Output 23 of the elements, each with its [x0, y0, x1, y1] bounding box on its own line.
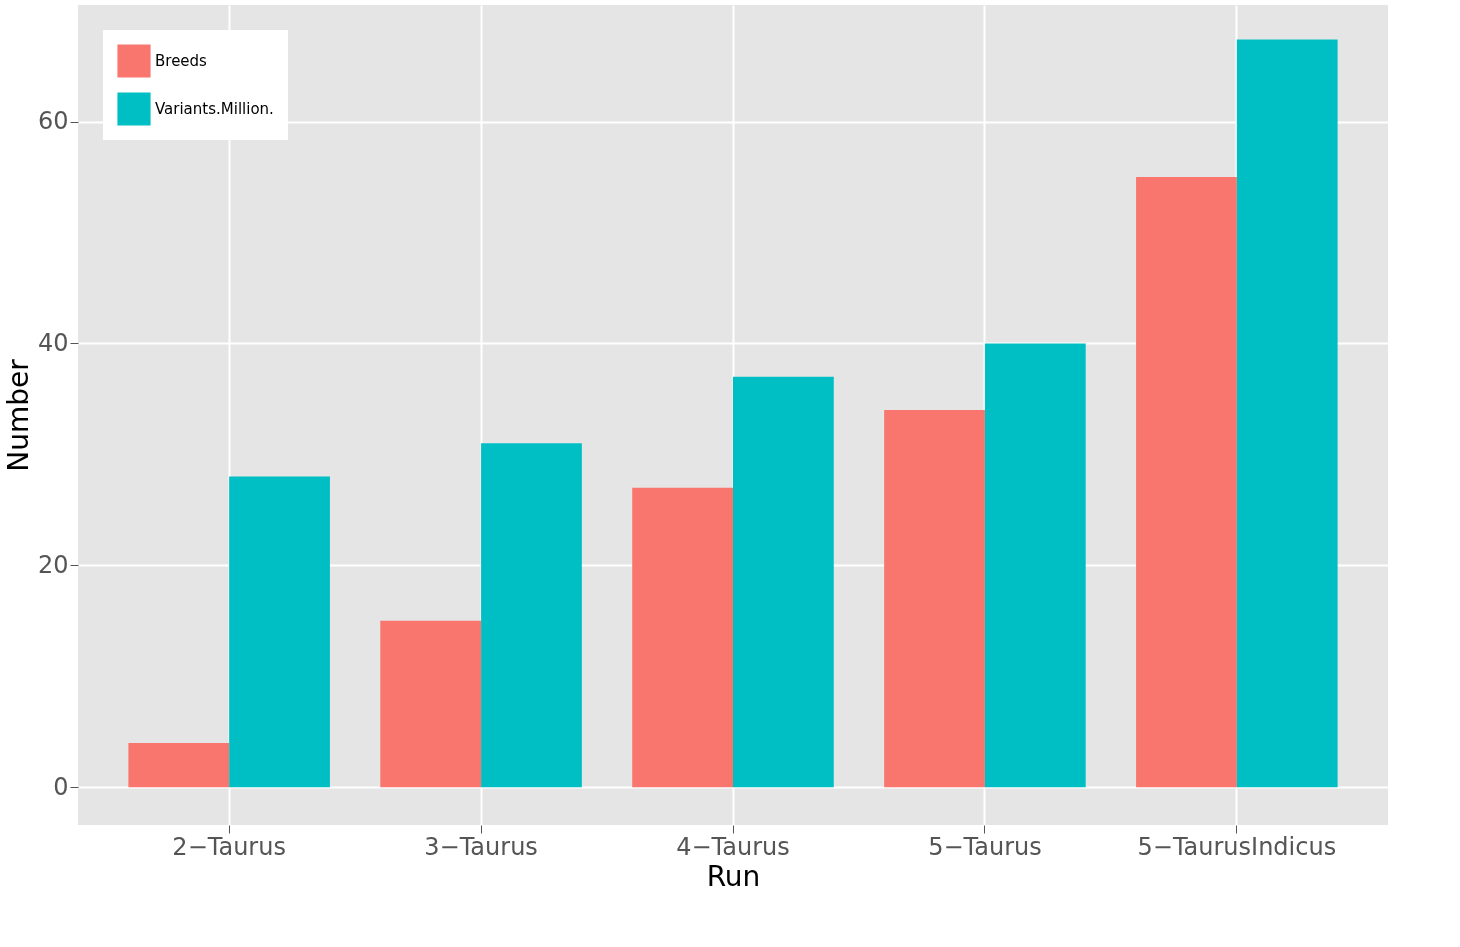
y-tick-label: 0: [53, 772, 69, 801]
y-tick-label: 20: [37, 550, 69, 579]
bar: [632, 487, 733, 788]
bar: [1136, 176, 1237, 788]
x-tick-label: 4−Taurus: [676, 832, 790, 861]
x-axis-title: Run: [706, 859, 761, 893]
bar: [229, 476, 330, 788]
bar: [380, 620, 482, 788]
x-tick-label: 5−TaurusIndicus: [1137, 832, 1337, 861]
bar: [733, 376, 834, 788]
bar: [481, 443, 582, 788]
bar: [884, 410, 985, 788]
legend-label: Variants.Million.: [155, 100, 274, 118]
y-tick-label: 60: [37, 107, 69, 136]
y-axis-title: Number: [1, 358, 35, 472]
bar: [984, 343, 1086, 788]
x-tick-label: 5−Taurus: [928, 832, 1042, 861]
bar: [128, 742, 230, 788]
x-tick-label: 3−Taurus: [424, 832, 538, 861]
x-tick-label: 2−Taurus: [172, 832, 286, 861]
bar: [1236, 39, 1338, 788]
legend-label: Breeds: [155, 52, 208, 70]
y-tick-label: 40: [37, 328, 69, 357]
